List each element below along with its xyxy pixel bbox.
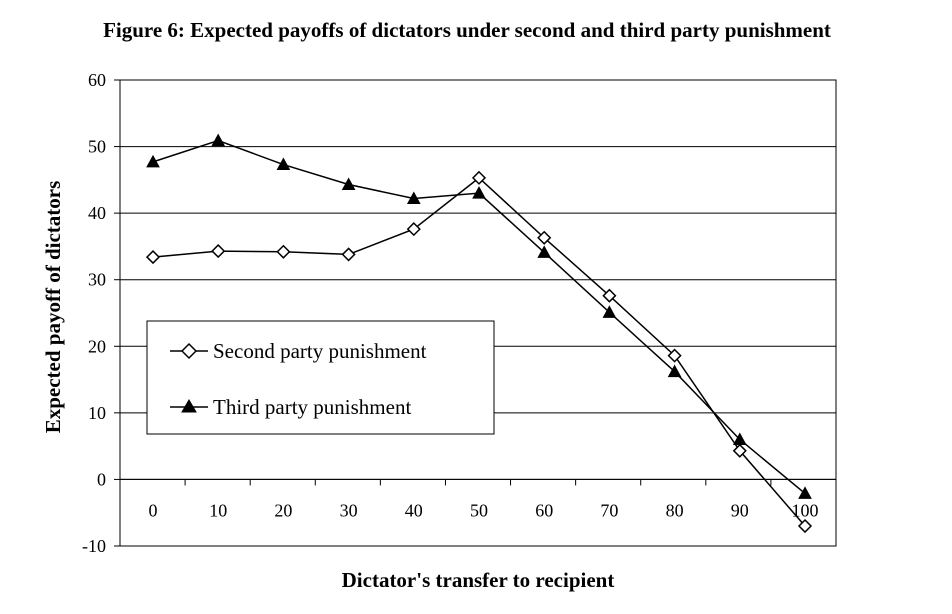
data-point xyxy=(667,364,682,378)
y-tick-label: 0 xyxy=(97,469,106,489)
x-tick-label: 100 xyxy=(792,500,819,520)
data-point xyxy=(341,177,356,191)
series-second-party xyxy=(145,170,813,534)
axes xyxy=(114,79,837,547)
x-axis-title: Dictator's transfer to recipient xyxy=(342,568,615,592)
data-point xyxy=(211,133,226,147)
y-tick-label: 50 xyxy=(88,137,106,157)
series xyxy=(145,133,813,534)
plot-area xyxy=(119,79,837,547)
data-point xyxy=(732,432,747,445)
y-tick-label: -10 xyxy=(82,536,106,556)
data-point xyxy=(798,486,812,499)
legend-box xyxy=(146,320,495,435)
x-tick-label: 30 xyxy=(340,500,358,520)
x-tick-label: 80 xyxy=(666,500,684,520)
x-tick-label: 0 xyxy=(149,500,158,520)
x-tick-label: 40 xyxy=(405,500,423,520)
data-point xyxy=(146,154,160,168)
data-point xyxy=(276,244,291,259)
data-point xyxy=(471,170,487,185)
x-tick-label: 90 xyxy=(731,500,749,520)
data-point xyxy=(602,305,617,318)
x-tick-label: 60 xyxy=(535,500,553,520)
y-tick-label: 20 xyxy=(88,336,106,356)
data-point xyxy=(211,244,226,259)
data-point xyxy=(537,245,552,258)
x-tick-labels: 0 10 20 30 40 50 60 70 80 90 100 xyxy=(149,500,819,520)
data-point xyxy=(341,247,356,262)
y-axis-title: Expected payoff of dictators xyxy=(41,181,65,434)
y-tick-label: 40 xyxy=(88,203,106,223)
data-point xyxy=(667,348,682,363)
data-point xyxy=(797,518,813,534)
y-tick-labels: -10 0 10 20 30 40 50 60 xyxy=(82,70,106,556)
data-point xyxy=(406,191,421,204)
legend: Second party punishment Third party puni… xyxy=(146,320,495,435)
y-tick-label: 10 xyxy=(88,403,106,423)
legend-label-second-party: Second party punishment xyxy=(213,339,427,363)
y-tick-label: 60 xyxy=(88,70,106,90)
x-tick-label: 70 xyxy=(600,500,618,520)
legend-marker-second-party xyxy=(180,342,198,360)
data-point xyxy=(406,222,421,237)
data-point xyxy=(537,230,552,245)
data-point xyxy=(602,288,617,303)
x-tick-label: 50 xyxy=(470,500,488,520)
legend-marker-third-party xyxy=(181,399,197,413)
data-point xyxy=(472,186,486,199)
legend-label-third-party: Third party punishment xyxy=(213,395,411,419)
data-point xyxy=(732,443,747,458)
y-tick-label: 30 xyxy=(88,270,106,290)
chart-title: Figure 6: Expected payoffs of dictators … xyxy=(103,18,831,42)
data-point xyxy=(145,250,161,265)
series-third-party xyxy=(146,133,812,499)
x-tick-label: 20 xyxy=(274,500,292,520)
data-point xyxy=(276,157,291,171)
x-tick-label: 10 xyxy=(209,500,227,520)
